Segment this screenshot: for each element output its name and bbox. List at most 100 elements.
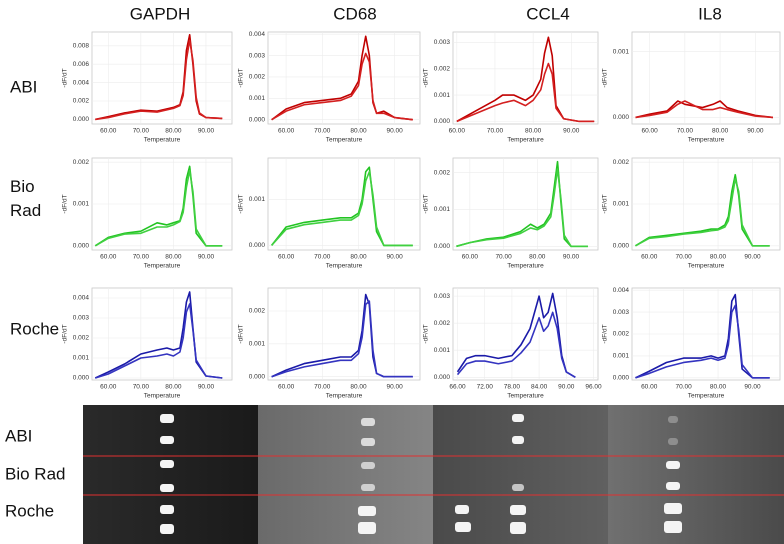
x-tick-label: 80.00: [525, 128, 542, 135]
melt-curve: [456, 292, 576, 378]
plot-area: [267, 287, 421, 381]
y-tick-label: 0.000: [434, 118, 451, 125]
x-tick-label: 70.00: [314, 128, 331, 135]
x-tick-label: 90.00: [198, 128, 215, 135]
y-tick-label: 0.003: [249, 52, 266, 59]
y-tick-label: 0.002: [73, 335, 90, 342]
melt-curve: [456, 62, 595, 123]
x-tick-label: 70.00: [314, 384, 331, 391]
y-tick-label: 0.002: [73, 98, 90, 105]
melt-curve: [456, 311, 576, 378]
y-tick-label: 0.003: [434, 293, 451, 300]
melt-curve: [94, 169, 223, 247]
y-tick-label: 0.008: [73, 43, 90, 50]
y-axis-label: -dF/dT: [238, 324, 245, 343]
x-axis-label: Temperature: [688, 263, 725, 270]
x-tick-label: 90.00: [387, 254, 404, 261]
x-tick-label: 60.00: [449, 128, 466, 135]
y-axis-label: -dF/dT: [62, 68, 69, 87]
y-tick-label: 0.002: [434, 66, 451, 73]
row-label: Roche: [10, 319, 59, 338]
y-tick-label: 0.000: [249, 116, 266, 123]
row-label: Bio Rad: [10, 177, 41, 220]
y-tick-label: 0.001: [249, 341, 266, 348]
y-tick-label: 0.001: [249, 95, 266, 102]
y-tick-label: 0.003: [434, 39, 451, 46]
x-tick-label: 60.00: [641, 384, 658, 391]
y-tick-label: 0.001: [249, 196, 266, 203]
x-tick-label: 80.00: [350, 384, 367, 391]
plot-area: [91, 31, 233, 125]
x-tick-label: 60.00: [278, 128, 295, 135]
column-header: CCL4: [526, 4, 569, 23]
y-tick-label: 0.000: [613, 114, 630, 121]
x-tick-label: 70.00: [675, 384, 692, 391]
y-tick-label: 0.000: [73, 243, 90, 250]
melt-curve: [635, 178, 770, 247]
melt-curve: [271, 300, 413, 378]
y-tick-label: 0.000: [249, 242, 266, 249]
melt-curve: [271, 35, 413, 121]
y-tick-label: 0.002: [613, 159, 630, 166]
x-axis-label: Temperature: [688, 137, 725, 144]
x-axis-label: Temperature: [144, 393, 181, 400]
melt-curve: [95, 39, 223, 121]
x-tick-label: 70.00: [133, 128, 150, 135]
plot-area: [91, 287, 233, 381]
plot-area: [452, 157, 599, 251]
y-tick-label: 0.002: [249, 308, 266, 315]
x-tick-label: 60.00: [100, 384, 117, 391]
x-tick-label: 60.00: [462, 254, 479, 261]
plot-area: [452, 287, 599, 381]
melt-curve: [635, 100, 774, 119]
y-tick-label: 0.001: [613, 353, 630, 360]
y-tick-label: 0.003: [73, 315, 90, 322]
y-axis-label: -dF/dT: [238, 68, 245, 87]
x-tick-label: 70.00: [487, 128, 504, 135]
gel-image: [83, 405, 784, 544]
x-tick-label: 60.00: [278, 254, 295, 261]
y-tick-label: 0.001: [613, 48, 630, 55]
y-tick-label: 0.000: [73, 375, 90, 382]
x-tick-label: 90.00: [747, 128, 764, 135]
gel-row-label: Roche: [5, 501, 54, 520]
y-tick-label: 0.002: [73, 159, 90, 166]
y-tick-label: 0.000: [434, 243, 451, 250]
x-axis-label: Temperature: [326, 137, 363, 144]
row-label: ABI: [10, 77, 37, 96]
y-tick-label: 0.000: [613, 375, 630, 382]
x-tick-label: 96.00: [585, 384, 602, 391]
plot-area: [267, 157, 421, 251]
y-tick-label: 0.004: [73, 79, 90, 86]
x-tick-label: 90.00: [387, 128, 404, 135]
melt-curve: [456, 168, 588, 248]
y-tick-label: 0.000: [249, 373, 266, 380]
x-tick-label: 60.00: [100, 128, 117, 135]
x-tick-label: 72.00: [477, 384, 494, 391]
x-tick-label: 90.00: [387, 384, 404, 391]
melt-curve: [271, 52, 413, 121]
y-tick-label: 0.001: [73, 201, 90, 208]
x-axis-label: Temperature: [144, 137, 181, 144]
melt-curve: [271, 171, 413, 247]
x-axis-label: Temperature: [326, 263, 363, 270]
x-tick-label: 80.00: [165, 128, 182, 135]
x-tick-label: 80.00: [350, 128, 367, 135]
y-tick-label: 0.001: [613, 201, 630, 208]
x-tick-label: 70.00: [133, 254, 150, 261]
x-tick-label: 84.00: [531, 384, 548, 391]
column-header: GAPDH: [130, 4, 190, 23]
plot-area: [452, 31, 599, 125]
x-tick-label: 78.00: [504, 384, 521, 391]
y-tick-label: 0.001: [434, 347, 451, 354]
x-tick-label: 80.00: [710, 384, 727, 391]
y-tick-label: 0.002: [434, 320, 451, 327]
x-tick-label: 80.00: [529, 254, 546, 261]
x-tick-label: 80.00: [165, 384, 182, 391]
y-tick-label: 0.001: [434, 206, 451, 213]
x-tick-label: 70.00: [495, 254, 512, 261]
x-tick-label: 90.00: [198, 254, 215, 261]
x-axis-label: Temperature: [144, 263, 181, 270]
y-tick-label: 0.001: [434, 92, 451, 99]
gel-row-label: Bio Rad: [5, 464, 65, 483]
